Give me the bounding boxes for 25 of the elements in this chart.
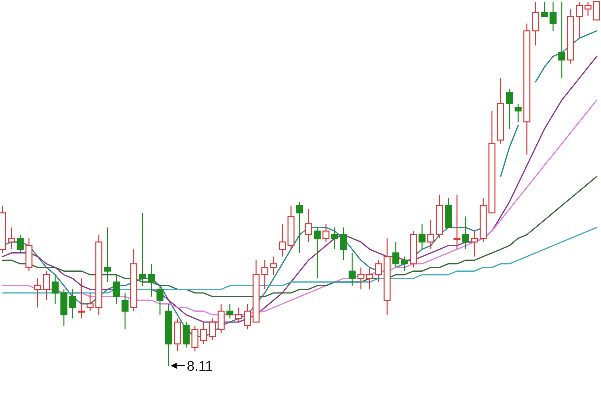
candlestick [165,304,172,366]
candlestick [113,274,120,305]
annotation: 8.11 [186,358,214,374]
candlestick [296,202,304,254]
candlestick [550,2,557,32]
candlestick [26,238,33,272]
candlestick [524,23,531,156]
candlestick [69,289,76,320]
candlestick [174,318,182,352]
candlestick [104,227,112,283]
candlestick [558,2,566,79]
candlestick [384,238,391,316]
candlestick [348,252,356,286]
candlestick [305,208,312,243]
candlestick [358,267,365,290]
candlestick [270,256,278,276]
candlestick [279,224,286,258]
candlestick [462,216,470,250]
candlestick [122,292,129,330]
candlestick [418,224,426,250]
candlestick [532,2,540,46]
candlestick [454,194,461,250]
candlestick [471,230,478,258]
candlestick [428,220,435,250]
candlestick [314,227,321,280]
